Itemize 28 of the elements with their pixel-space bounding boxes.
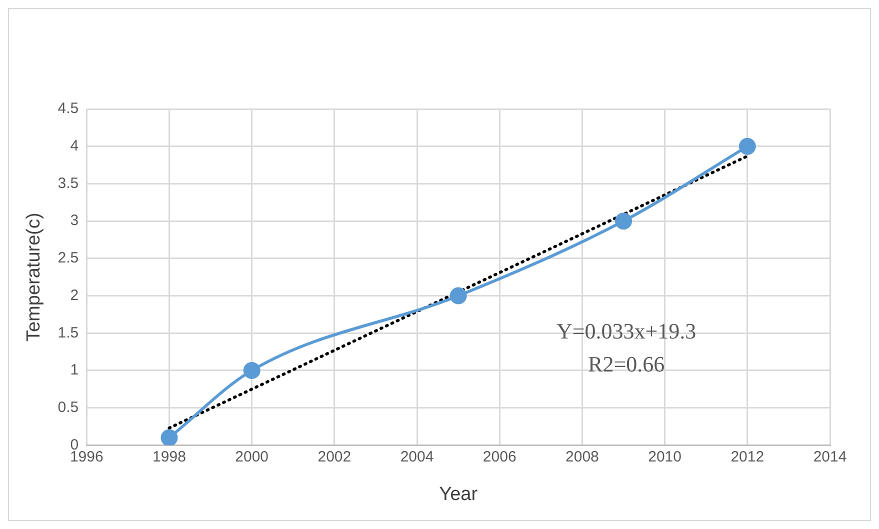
x-tick-label: 2012: [730, 448, 764, 466]
y-tick-label: 1.5: [58, 324, 79, 342]
x-tick-label: 2002: [318, 448, 352, 466]
x-tick-label: 1996: [70, 448, 104, 466]
point: [738, 138, 756, 155]
x-tick-label: 2006: [482, 448, 516, 466]
x-tick-label: 2008: [566, 448, 599, 466]
annotation: R2=0.66: [588, 352, 665, 377]
point: [450, 287, 467, 304]
y-tick-label: 3: [70, 212, 79, 230]
x-tick-label: 2010: [648, 448, 682, 466]
y-tick-label: 2.5: [58, 250, 79, 267]
x-tick-label: 1998: [152, 448, 186, 466]
y-tick-label: 4.5: [58, 100, 79, 118]
y-tick-label: 0.5: [58, 398, 79, 416]
point: [243, 362, 260, 379]
x-tick-label: 2000: [235, 448, 269, 466]
y-tick-label: 2: [70, 286, 79, 304]
y-axis-title: Temperature(c): [24, 212, 45, 342]
point: [160, 429, 178, 446]
y-tick-label: 1: [70, 362, 79, 379]
y-tick-label: 4: [70, 137, 79, 154]
y-tick-label: 3.5: [58, 174, 79, 192]
point: [615, 212, 632, 230]
x-axis-title: Year: [439, 484, 478, 505]
annotation: Y=0.033x+19.3: [556, 318, 696, 344]
x-tick-label: 2004: [400, 448, 434, 466]
x-tick-label: 2014: [813, 448, 847, 466]
